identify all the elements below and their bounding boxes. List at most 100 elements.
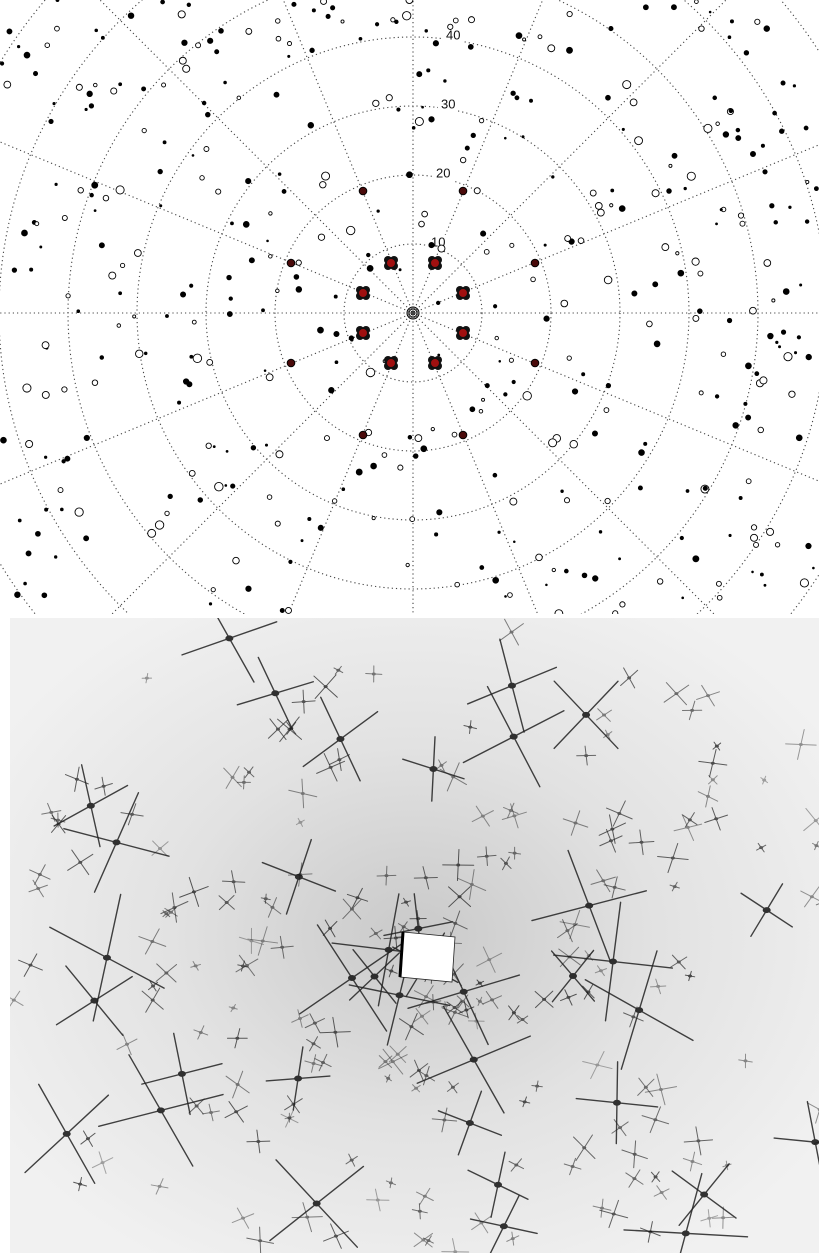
reflection-spot [22,230,28,236]
reflection-spot [93,83,97,87]
reflection-spot [755,372,759,376]
reflection-spot [296,287,302,293]
reflection-spot [419,221,425,227]
reflection-spot [703,486,707,490]
streak-core [571,1165,575,1168]
reflection-spot [226,450,228,452]
grid-ring [0,0,819,727]
streak-core [103,955,111,961]
streak-core [302,700,306,703]
streak-core [721,1216,725,1219]
reflection-spot [310,48,314,52]
reflection-spot [161,0,165,4]
reflection-spot [95,29,98,32]
streak-core [241,1217,245,1220]
streak-core [510,631,514,634]
reflection-spot [746,415,751,420]
figure: 10203040 [0,0,819,1253]
secondary-spot [531,259,539,267]
reflection-spot [17,45,19,47]
streak-core [584,754,588,757]
streak-core [276,728,280,731]
reflection-spot [55,26,60,31]
reflection-spot [334,331,339,336]
grid-spoke [413,0,757,313]
streak-core [312,1042,316,1045]
streak-core [241,965,245,968]
reflection-spot [561,300,568,307]
reflection-spot [181,292,186,297]
diffraction-image [5,595,819,1253]
streak-core [305,1216,309,1219]
streak-core [508,683,516,689]
reflection-spot [682,597,684,599]
reflection-spot [89,104,93,108]
secondary-spot [359,187,367,195]
reflection-spot [544,316,549,321]
reflection-spot [359,37,362,40]
streak-core [56,819,60,822]
reflection-spot [246,178,251,183]
reflection-spot [269,212,272,215]
reflection-spot [398,465,403,470]
streak-core [195,1104,199,1107]
streak-core [350,908,354,911]
streak-core [535,1085,539,1088]
reflection-spot [768,333,773,338]
reflection-spot [196,43,201,48]
streak-core [151,984,155,987]
reflection-spot [202,101,206,105]
streak-core [644,1086,648,1089]
streak-core [466,1120,474,1126]
reflection-spot [662,244,669,251]
reflection-spot [793,85,795,87]
reflection-spot [276,451,283,458]
reflection-spot [155,521,163,529]
streak-core [512,814,516,817]
reflection-spot [399,269,401,271]
streak-core [313,1201,321,1207]
reflection-spot [246,586,251,591]
reflection-spot [204,146,209,151]
reflection-spot [329,387,335,393]
reflection-spot [760,377,767,384]
reflection-spot [215,50,219,54]
reflection-spot [100,356,104,360]
streak-core [12,999,16,1002]
reflection-spot [699,26,704,31]
reflection-spot [704,124,712,132]
reflection-spot [678,270,684,276]
reflection-spot [377,210,379,212]
reflection-spot [427,69,430,72]
reflection-spot [695,0,699,3]
strong-spot-core [459,289,468,298]
streak-core [209,1111,213,1114]
reflection-spot [716,223,718,225]
reflection-spot [386,95,392,101]
streak-core [601,879,605,882]
page: 10203040 (() => { const data = JSON.pars… [0,0,819,1253]
streak-core [690,1160,694,1163]
reflection-spot [187,382,192,387]
reflection-spot [7,29,12,34]
strong-spot-core [359,329,368,338]
reflection-spot [555,610,563,618]
reflection-spot [729,109,733,113]
streak-core [421,1239,425,1242]
streak-core [164,971,168,974]
reflection-spot [205,112,210,117]
streak-core [371,973,379,979]
reflection-spot [595,202,602,209]
streak-core [423,1195,427,1198]
streak-core [479,1221,483,1224]
reflection-spot [669,164,672,167]
reflection-spot [740,221,745,226]
reflection-spot [744,51,748,55]
reflection-spot [90,193,94,197]
reflection-spot [326,14,330,18]
reflection-spot [610,204,613,207]
streak-core [242,781,246,784]
reflection-spot [437,510,442,515]
reflection-spot [754,542,759,547]
streak-core [512,1011,516,1014]
